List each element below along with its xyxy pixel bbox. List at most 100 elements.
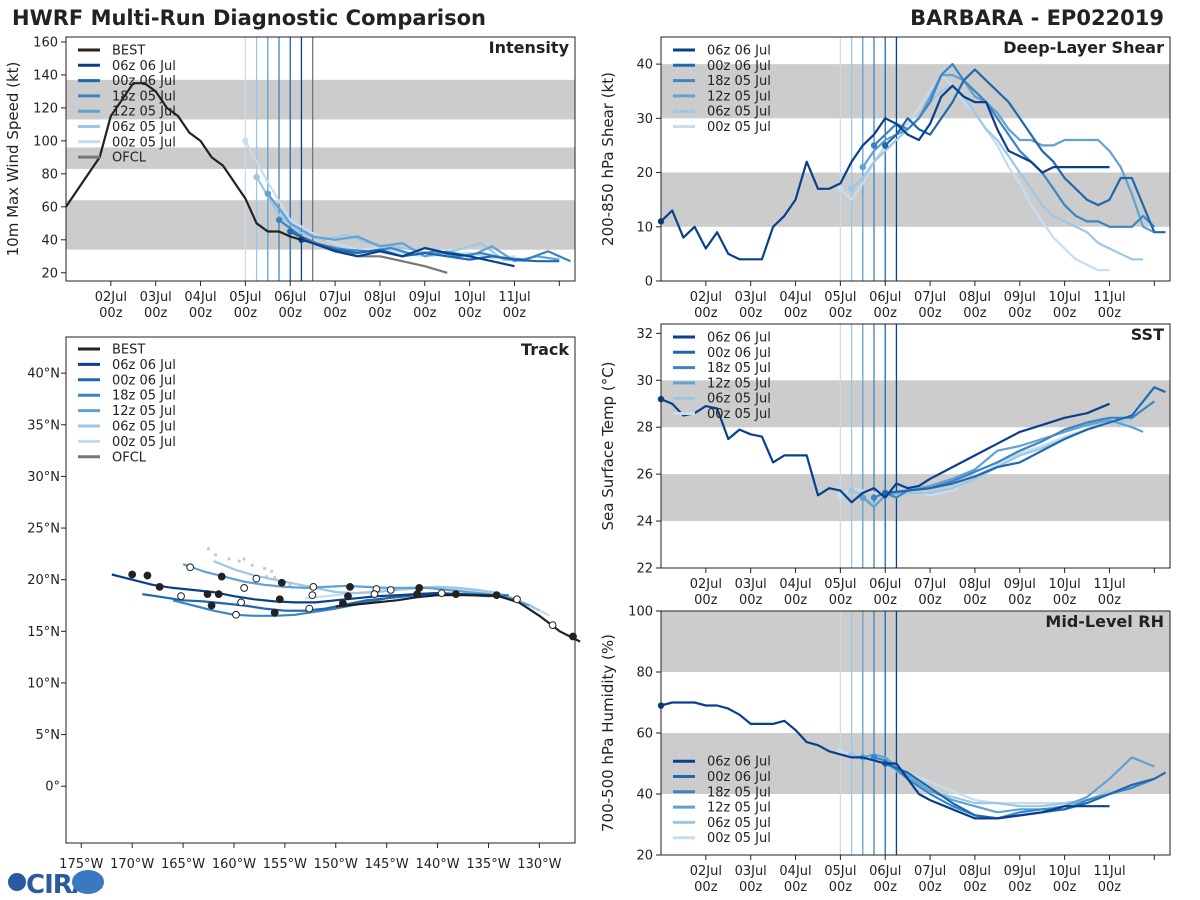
track-ytick-label: 10°N xyxy=(27,676,60,691)
shear-xtick-day-label: 02Jul xyxy=(690,290,722,305)
track-island xyxy=(250,563,254,567)
shear-init-point-12z-05-jul xyxy=(859,163,867,171)
globe-icon xyxy=(8,873,26,891)
shear-axes-frame xyxy=(660,36,1171,282)
sst-xtick-day-label: 07Jul xyxy=(914,577,946,592)
rh-legend-label: 18z 05 Jul xyxy=(707,785,771,800)
sst-xtick-day-label: 10Jul xyxy=(1048,577,1080,592)
track-legend-label: 00z 05 Jul xyxy=(112,435,176,450)
track-ytick-label: 15°N xyxy=(27,625,60,640)
sst-ytick-label: 26 xyxy=(636,468,653,483)
shear-xtick-hour-label: 00z xyxy=(918,306,942,321)
track-position-marker xyxy=(346,583,354,591)
rh-xtick-day-label: 09Jul xyxy=(1004,864,1036,879)
track-position-marker xyxy=(548,621,557,630)
shear-ytick-label: 20 xyxy=(636,166,653,181)
intensity-legend-label: 06z 06 Jul xyxy=(112,59,176,74)
sst-xtick-hour-label: 00z xyxy=(829,593,853,608)
track-position-marker xyxy=(217,572,226,581)
track-island xyxy=(214,553,218,557)
shear-xtick-day-label: 10Jul xyxy=(1048,290,1080,305)
track-island xyxy=(242,557,246,561)
figure-title: HWRF Multi-Run Diagnostic Comparison xyxy=(12,6,486,30)
track-legend-label: 12z 05 Jul xyxy=(112,404,176,419)
shear-series-06z-05-jul xyxy=(850,84,1144,261)
intensity-init-point-12z-05-jul xyxy=(264,190,272,197)
sst-ytick-label: 28 xyxy=(636,421,653,436)
intensity-legend-label: 12z 05 Jul xyxy=(112,105,176,120)
shear-xtick-hour-label: 00z xyxy=(874,306,898,321)
track-position-marker xyxy=(128,570,137,579)
sst-xtick-day-label: 02Jul xyxy=(690,577,722,592)
intensity-series-06z-05-jul xyxy=(255,176,526,263)
intensity-ytick-label: 60 xyxy=(41,200,58,215)
track-island xyxy=(206,547,211,551)
intensity-series-00z-06-jul xyxy=(289,230,560,263)
intensity-ytick-label: 160 xyxy=(33,35,58,50)
shear-xtick-hour-label: 00z xyxy=(784,306,808,321)
intensity-panel-title: Intensity xyxy=(489,38,570,57)
track-series-06z-06-jul xyxy=(111,573,499,604)
shear-xtick-hour-label: 00z xyxy=(829,306,853,321)
track-ytick-label: 25°N xyxy=(27,522,60,537)
sst-xtick-hour-label: 00z xyxy=(918,593,942,608)
shear-xtick-day-label: 07Jul xyxy=(914,290,946,305)
intensity-xtick-day-label: 08Jul xyxy=(364,290,396,305)
intensity-xtick-day-label: 09Jul xyxy=(409,290,441,305)
track-position-marker xyxy=(437,589,446,597)
shear-legend-label: 12z 05 Jul xyxy=(707,89,771,104)
rh-legend-label: 12z 05 Jul xyxy=(707,801,771,816)
track-position-marker xyxy=(214,590,223,599)
intensity-ytick-label: 100 xyxy=(33,134,58,149)
track-position-marker xyxy=(232,610,240,619)
track-legend-label: 06z 05 Jul xyxy=(112,420,176,435)
rh-ytick-label: 40 xyxy=(636,788,653,803)
track-island xyxy=(262,566,267,570)
intensity-init-point-06z-06-jul xyxy=(298,236,305,243)
intensity-ytick-label: 80 xyxy=(41,167,58,182)
intensity-legend-label: OFCL xyxy=(112,151,147,166)
rh-xtick-day-label: 04Jul xyxy=(779,864,811,879)
track-position-marker xyxy=(237,598,245,607)
rh-ytick-label: 100 xyxy=(628,605,653,620)
sst-legend-label: 00z 05 Jul xyxy=(707,407,771,422)
sst-panel-title: SST xyxy=(1131,325,1164,344)
track-xtick-label: 175°W xyxy=(59,857,103,872)
sst-xtick-day-label: 03Jul xyxy=(735,577,767,592)
shear-panel-title: Deep-Layer Shear xyxy=(1003,38,1164,57)
intensity-legend-label: 00z 05 Jul xyxy=(112,135,176,150)
track-position-marker xyxy=(252,574,261,583)
intensity-band-2 xyxy=(66,79,575,120)
track-position-marker xyxy=(186,563,195,572)
track-position-marker xyxy=(309,583,318,591)
track-position-marker xyxy=(305,604,314,613)
rh-xtick-hour-label: 00z xyxy=(1098,880,1122,895)
intensity-xtick-hour-label: 00z xyxy=(368,306,392,321)
sst-axes-frame xyxy=(660,323,1171,569)
intensity-band-0 xyxy=(66,200,575,250)
sst-series-12z-05-jul xyxy=(862,419,1144,509)
sst-band-1 xyxy=(661,380,1170,428)
sst-legend-label: 18z 05 Jul xyxy=(707,361,771,376)
shear-xtick-day-label: 08Jul xyxy=(959,290,991,305)
rh-xtick-day-label: 10Jul xyxy=(1048,864,1080,879)
sst-ytick-label: 22 xyxy=(636,562,653,577)
shear-ytick-label: 30 xyxy=(636,112,653,127)
rh-xtick-day-label: 06Jul xyxy=(869,864,901,879)
sst-xtick-hour-label: 00z xyxy=(1008,593,1032,608)
intensity-xtick-hour-label: 00z xyxy=(189,306,213,321)
sst-xtick-hour-label: 00z xyxy=(784,593,808,608)
shear-init-point-18z-05-jul xyxy=(870,142,878,149)
shear-ytick-label: 40 xyxy=(636,58,653,73)
rh-panel-title: Mid-Level RH xyxy=(1045,612,1164,631)
sst-xtick-day-label: 09Jul xyxy=(1004,577,1036,592)
rh-xtick-hour-label: 00z xyxy=(1008,880,1032,895)
track-legend-label: 18z 05 Jul xyxy=(112,389,176,404)
track-xtick-label: 165°W xyxy=(161,857,205,872)
sst-xtick-hour-label: 00z xyxy=(739,593,763,608)
track-xtick-label: 155°W xyxy=(263,857,307,872)
intensity-legend-label: 06z 05 Jul xyxy=(112,120,176,135)
track-axes-frame xyxy=(65,336,576,844)
shear-xtick-day-label: 03Jul xyxy=(735,290,767,305)
